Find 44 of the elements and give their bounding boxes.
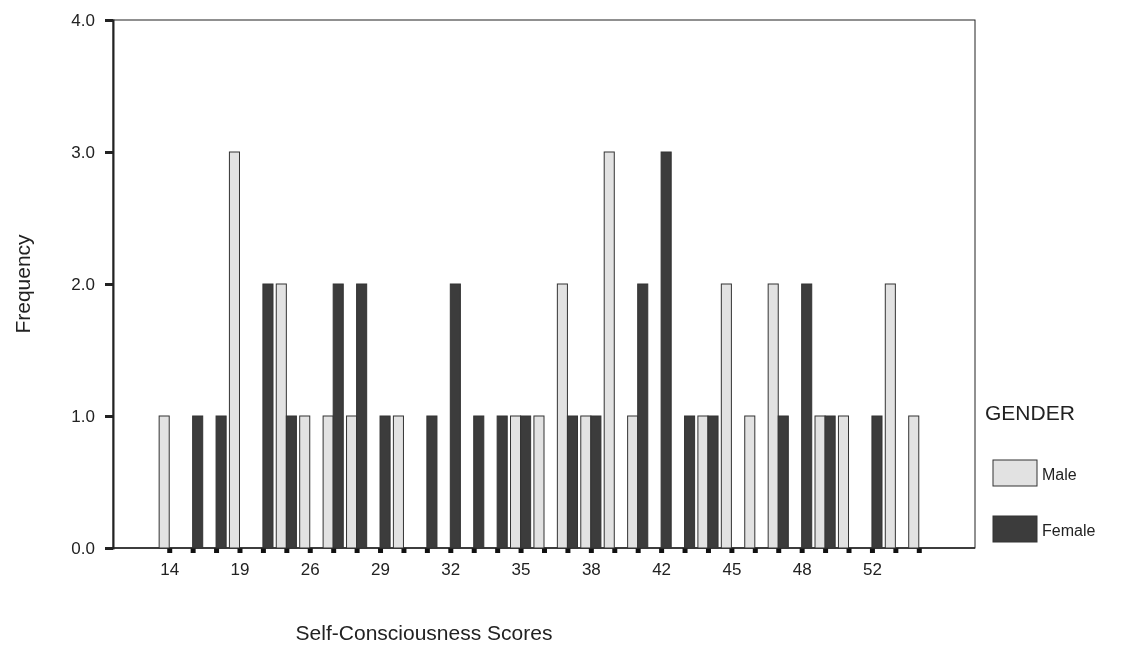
- bar: [215, 415, 227, 549]
- bar: [871, 415, 883, 549]
- legend-title: GENDER: [985, 401, 1075, 424]
- x-tick-label: 32: [441, 560, 461, 580]
- y-tick-label: 2.0: [71, 274, 95, 294]
- y-tick-label: 0.0: [71, 538, 95, 558]
- y-tick-label: 1.0: [71, 406, 95, 426]
- x-tick-label: 26: [300, 560, 320, 580]
- bar: [192, 415, 204, 549]
- bar: [603, 151, 615, 549]
- bar: [660, 151, 672, 549]
- bar: [228, 151, 240, 549]
- bar: [299, 415, 311, 549]
- x-tick-label: 29: [371, 560, 390, 580]
- bar: [262, 283, 274, 549]
- bar: [496, 415, 508, 549]
- x-tick-label: 19: [230, 560, 250, 580]
- bar: [449, 283, 461, 549]
- x-tick-label: 14: [160, 560, 180, 580]
- y-tick-label: 4.0: [71, 10, 95, 30]
- bar: [426, 415, 438, 549]
- legend-label: Male: [1042, 466, 1077, 483]
- bar: [884, 283, 896, 549]
- x-tick-label: 52: [862, 560, 882, 580]
- bar: [837, 415, 850, 549]
- bar: [801, 283, 813, 549]
- x-axis-title: Self-Consciousness Scores: [295, 621, 553, 644]
- bar: [744, 415, 756, 549]
- x-tick-label: 35: [511, 560, 531, 580]
- x-tick-label: 48: [792, 560, 812, 580]
- bar: [533, 415, 545, 549]
- bar: [158, 415, 170, 549]
- x-tick-label: 42: [652, 560, 672, 580]
- y-tick-label: 3.0: [71, 142, 95, 162]
- bar: [473, 415, 485, 549]
- bar: [720, 283, 732, 549]
- bar: [379, 415, 391, 549]
- bar: [684, 415, 696, 549]
- x-tick-label: 45: [722, 560, 742, 580]
- bar: [908, 415, 920, 549]
- legend-label: Female: [1042, 522, 1096, 539]
- bar: [392, 415, 404, 549]
- y-axis-title: Frequency: [11, 233, 34, 334]
- x-tick-label: 38: [581, 560, 601, 580]
